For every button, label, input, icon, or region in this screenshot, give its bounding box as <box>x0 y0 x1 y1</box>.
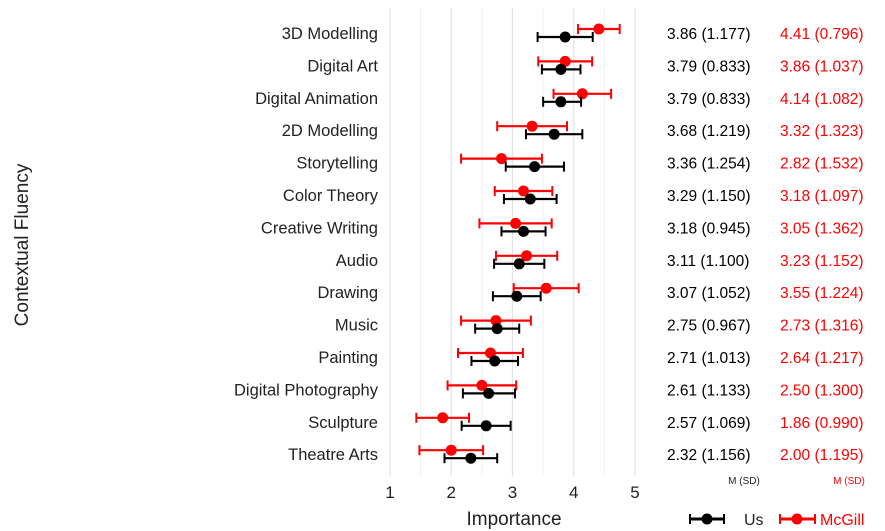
mcgill-value-label: 2.73 (1.316) <box>780 318 864 335</box>
x-tick-label: 2 <box>447 483 456 502</box>
us-point <box>491 323 503 335</box>
x-tick-label: 4 <box>569 483 578 502</box>
mcgill-point <box>526 120 538 132</box>
mcgill-value-label: 4.14 (1.082) <box>780 91 864 108</box>
mcgill-value-label: 3.05 (1.362) <box>780 220 864 237</box>
legend: Us McGill <box>689 512 864 529</box>
category-label: Color Theory <box>283 187 379 205</box>
mcgill-point <box>540 282 552 294</box>
mcgill-column-footer: M (SD) <box>833 476 865 487</box>
legend-us-label: Us <box>744 512 764 529</box>
error-bars <box>415 23 621 464</box>
us-point <box>524 193 536 205</box>
x-axis-title: Importance <box>466 509 561 530</box>
us-value-label: 3.07 (1.052) <box>667 285 751 302</box>
us-value-label: 2.75 (0.967) <box>667 318 751 335</box>
x-tick-labels: 1 2 3 4 5 <box>385 483 639 502</box>
category-label: Painting <box>318 349 378 367</box>
legend-us-marker <box>701 513 713 525</box>
category-label: Audio <box>336 252 378 270</box>
mcgill-value-label: 1.86 (0.990) <box>780 415 864 432</box>
us-point <box>518 225 530 237</box>
mcgill-point <box>576 88 588 100</box>
x-tick-label: 1 <box>385 483 394 502</box>
us-value-label: 3.36 (1.254) <box>667 156 751 173</box>
mcgill-point <box>518 185 530 197</box>
legend-mcgill-label: McGill <box>820 512 864 529</box>
grid-lines <box>389 8 636 477</box>
us-value-label: 3.68 (1.219) <box>667 123 751 140</box>
mcgill-point <box>437 412 449 424</box>
us-value-label: 3.29 (1.150) <box>667 188 751 205</box>
mcgill-point <box>495 153 507 165</box>
us-point <box>529 161 541 173</box>
mcgill-value-label: 2.50 (1.300) <box>780 382 864 399</box>
mcgill-point <box>521 250 533 262</box>
us-point <box>555 96 567 108</box>
mcgill-value-label: 2.64 (1.217) <box>780 350 864 367</box>
category-label: Sculpture <box>308 414 378 432</box>
category-label: Digital Art <box>307 57 378 75</box>
us-value-label: 2.32 (1.156) <box>667 447 751 464</box>
us-point <box>483 387 495 399</box>
us-point <box>489 355 501 367</box>
mcgill-point <box>445 444 457 456</box>
us-value-label: 3.18 (0.945) <box>667 220 751 237</box>
us-value-label: 2.61 (1.133) <box>667 382 751 399</box>
us-value-label: 3.79 (0.833) <box>667 91 751 108</box>
us-value-label: 3.11 (1.100) <box>667 253 749 270</box>
category-label: Digital Animation <box>255 90 378 108</box>
category-label: Creative Writing <box>261 219 378 237</box>
category-label: Storytelling <box>296 155 378 173</box>
us-value-label: 2.57 (1.069) <box>667 415 751 432</box>
us-point <box>559 31 571 43</box>
us-point <box>555 63 567 75</box>
mcgill-point <box>510 217 522 229</box>
us-column-footer: M (SD) <box>728 476 760 487</box>
category-label: Digital Photography <box>234 381 379 399</box>
category-label: Drawing <box>317 284 378 302</box>
category-labels: 3D Modelling Digital Art Digital Animation… <box>234 25 379 464</box>
value-labels: 3.86 (1.177) 3.79 (0.833) 3.79 (0.833) 3.68… <box>667 26 864 464</box>
mcgill-value-label: 4.41 (0.796) <box>780 26 864 43</box>
us-point <box>480 420 492 432</box>
mcgill-value-label: 3.32 (1.323) <box>780 123 864 140</box>
us-value-label: 3.86 (1.177) <box>667 26 751 43</box>
mcgill-value-label: 2.82 (1.532) <box>780 156 864 173</box>
x-tick-label: 5 <box>630 483 639 502</box>
legend-mcgill-marker <box>791 513 803 525</box>
x-tick-label: 3 <box>508 483 517 502</box>
us-point <box>465 452 477 464</box>
us-value-label: 2.71 (1.013) <box>667 350 751 367</box>
mcgill-value-label: 3.23 (1.152) <box>780 253 864 270</box>
mcgill-value-label: 3.18 (1.097) <box>780 188 864 205</box>
category-label: Music <box>335 317 378 335</box>
mcgill-point <box>593 23 605 35</box>
category-label: 2D Modelling <box>282 122 378 140</box>
us-point <box>511 290 523 302</box>
us-value-label: 3.79 (0.833) <box>667 58 751 75</box>
mcgill-value-label: 3.55 (1.224) <box>780 285 864 302</box>
mcgill-value-label: 3.86 (1.037) <box>780 58 864 75</box>
category-label: Theatre Arts <box>288 446 378 464</box>
mcgill-point <box>476 379 488 391</box>
category-label: 3D Modelling <box>282 25 378 43</box>
us-point <box>548 128 560 140</box>
y-axis-title: Contextual Fluency <box>12 163 33 326</box>
mcgill-value-label: 2.00 (1.195) <box>780 447 864 464</box>
us-point <box>513 258 525 270</box>
